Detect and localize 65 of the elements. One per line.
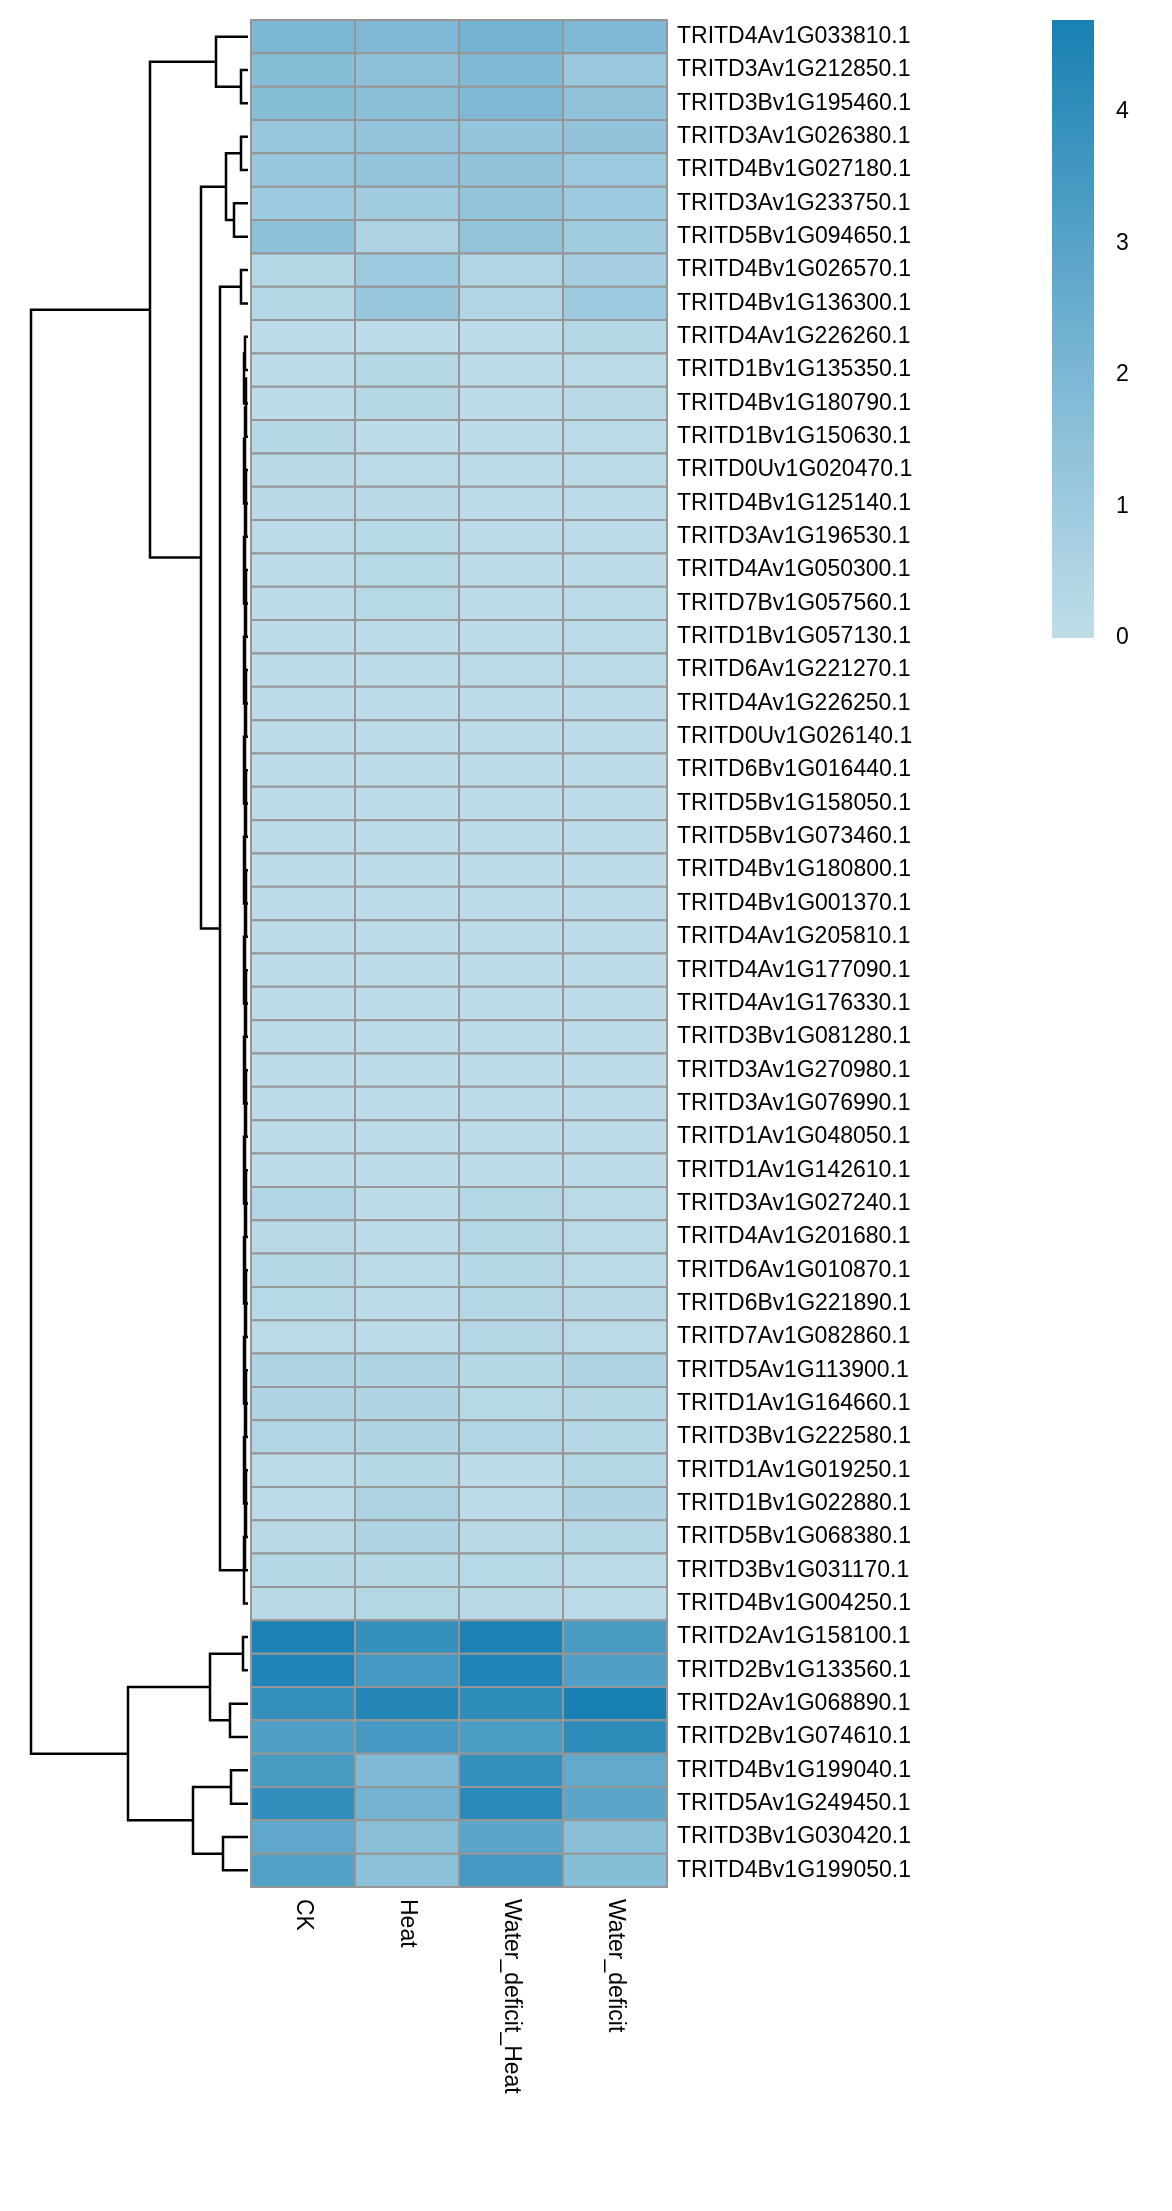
y-tick-label: TRITD0Uv1G026140.1 [677,722,913,749]
y-tick-label: TRITD4Bv1G180800.1 [677,855,911,882]
y-tick-label: TRITD4Av1G226260.1 [677,322,911,349]
y-tick-label: TRITD5Av1G249450.1 [677,1789,911,1815]
y-tick-label: TRITD5Bv1G073460.1 [677,822,911,849]
y-tick-label: TRITD4Bv1G199040.1 [677,1755,911,1782]
y-tick-label: TRITD3Av1G026380.1 [677,122,911,149]
y-tick-label: TRITD3Av1G270980.1 [677,1055,911,1082]
y-tick-label: TRITD7Av1G082860.1 [677,1322,911,1349]
y-tick-label: TRITD3Av1G196530.1 [677,522,911,549]
y-tick-label: TRITD4Bv1G199050.1 [677,1855,911,1882]
y-tick-label: TRITD1Av1G142610.1 [677,1155,911,1182]
y-tick-label: TRITD1Av1G164660.1 [677,1388,911,1415]
y-tick-label: TRITD4Bv1G125140.1 [677,488,911,515]
y-tick-label: TRITD3Av1G233750.1 [677,188,911,215]
x-tick-label: Heat [395,1899,422,1949]
color-bar-label: 4 [1116,97,1129,124]
y-tick-label: TRITD4Bv1G027180.1 [677,155,911,182]
y-tick-label: TRITD6Av1G221270.1 [677,655,911,682]
y-tick-label: TRITD6Bv1G221890.1 [677,1288,911,1315]
y-tick-label: TRITD5Bv1G158050.1 [677,788,911,815]
y-tick-label: TRITD4Av1G205810.1 [677,922,911,949]
y-tick-label: TRITD4Av1G201680.1 [677,1222,911,1249]
y-tick-label: TRITD4Av1G226250.1 [677,688,911,715]
y-tick-label: TRITD5Bv1G094650.1 [677,222,911,249]
color-bar-label: 3 [1116,228,1129,255]
x-tick-label: Water_deficit_Heat [499,1899,526,2095]
y-tick-label: TRITD3Bv1G081280.1 [677,1022,911,1049]
y-tick-label: TRITD2Bv1G074610.1 [677,1722,911,1749]
y-tick-label: TRITD1Bv1G135350.1 [677,355,911,382]
y-tick-label: TRITD2Av1G068890.1 [677,1688,911,1715]
y-tick-label: TRITD0Uv1G020470.1 [677,455,913,482]
y-tick-label: TRITD3Av1G212850.1 [677,55,911,82]
y-tick-label: TRITD2Bv1G133560.1 [677,1655,911,1682]
y-tick-label: TRITD3Av1G027240.1 [677,1188,911,1215]
color-bar-label: 2 [1116,360,1129,387]
y-tick-label: TRITD3Bv1G030420.1 [677,1822,911,1849]
y-tick-label: TRITD4Bv1G004250.1 [677,1588,911,1615]
y-tick-label: TRITD5Bv1G068380.1 [677,1522,911,1549]
y-tick-label: TRITD3Bv1G195460.1 [677,88,911,115]
y-tick-label: TRITD4Av1G033810.1 [677,22,911,49]
y-tick-label: TRITD6Av1G010870.1 [677,1255,911,1282]
color-bar-label: 0 [1116,623,1129,650]
y-tick-label: TRITD6Bv1G016440.1 [677,755,911,782]
y-tick-label: TRITD2Av1G158100.1 [677,1622,911,1649]
y-tick-label: TRITD4Av1G050300.1 [677,555,911,582]
y-tick-label: TRITD3Bv1G031170.1 [677,1555,910,1582]
y-tick-label: TRITD1Av1G048050.1 [677,1122,911,1149]
y-tick-label: TRITD7Bv1G057560.1 [677,588,911,615]
y-tick-label: TRITD5Av1G113900.1 [677,1355,909,1382]
y-tick-label: TRITD1Av1G019250.1 [677,1455,911,1482]
y-tick-label: TRITD4Av1G176330.1 [677,988,911,1015]
y-tick-label: TRITD1Bv1G150630.1 [677,422,911,449]
y-tick-label: TRITD3Av1G076990.1 [677,1088,911,1115]
y-tick-label: TRITD4Bv1G180790.1 [677,388,911,415]
y-tick-label: TRITD4Bv1G001370.1 [677,888,911,915]
x-tick-label: CK [291,1899,318,1932]
y-tick-label: TRITD1Bv1G022880.1 [677,1488,911,1515]
x-tick-label: Water_deficit [603,1899,630,2033]
y-tick-label: TRITD4Av1G177090.1 [677,955,911,982]
color-bar-label: 1 [1116,491,1129,518]
y-tick-label: TRITD4Bv1G026570.1 [677,255,911,282]
y-tick-label: TRITD1Bv1G057130.1 [677,622,911,649]
y-tick-label: TRITD3Bv1G222580.1 [677,1422,911,1449]
y-tick-label: TRITD4Bv1G136300.1 [677,288,911,315]
